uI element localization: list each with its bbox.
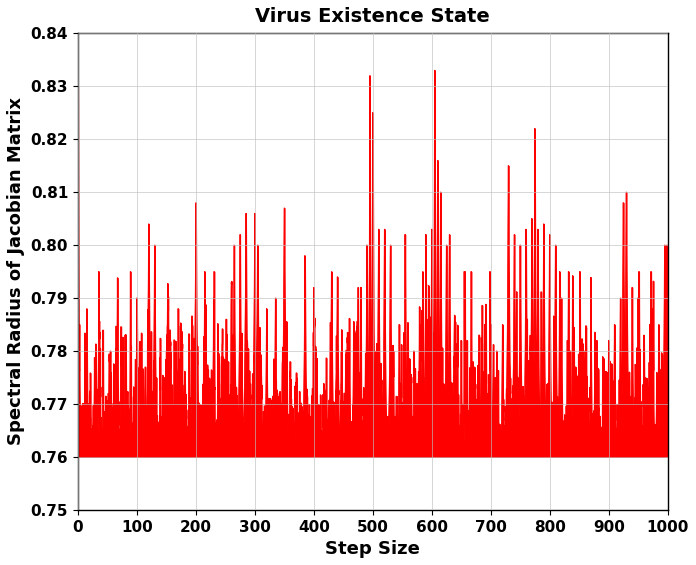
Title: Virus Existence State: Virus Existence State (255, 7, 490, 26)
X-axis label: Step Size: Step Size (326, 540, 420, 558)
Y-axis label: Spectral Radius of Jacobian Matrix: Spectral Radius of Jacobian Matrix (7, 97, 25, 445)
